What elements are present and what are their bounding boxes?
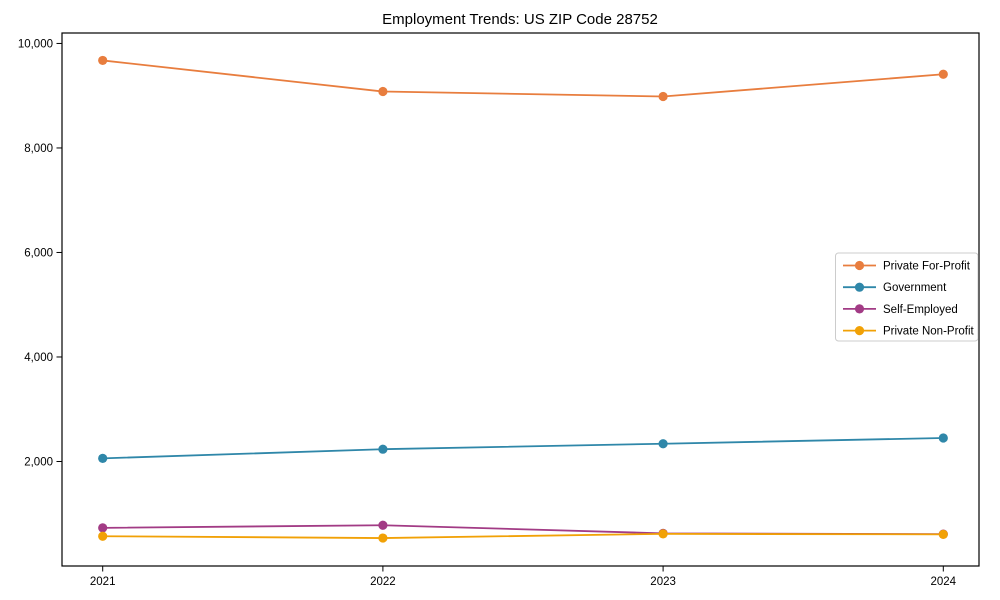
data-point: [658, 529, 668, 539]
series-line: [102, 59, 944, 98]
y-tick-label: 4,000: [24, 352, 53, 364]
legend-marker: [854, 304, 865, 314]
chart-title: Employment Trends: US ZIP Code 28752: [382, 11, 658, 28]
data-point: [658, 439, 668, 449]
legend: Private For-Profit Government Self-Employe…: [835, 252, 979, 342]
y-tick-label: 10,000: [18, 38, 53, 50]
data-point: [938, 69, 948, 79]
data-point: [98, 531, 108, 541]
x-tick-label: 2023: [650, 576, 676, 588]
plot-frame: [61, 32, 980, 567]
series-line: [102, 437, 944, 460]
x-tick-label: 2024: [931, 576, 957, 588]
y-tick-label: 8,000: [24, 143, 53, 155]
data-point: [378, 520, 388, 530]
data-point: [938, 433, 948, 443]
legend-marker: [854, 326, 865, 336]
data-point: [938, 529, 948, 539]
x-tick-label: 2021: [90, 576, 116, 588]
data-point: [98, 523, 108, 533]
legend-label: Self-Employed: [883, 304, 958, 316]
data-point: [98, 55, 108, 66]
y-axis: 2,000 4,000 6,000 8,000 10,000: [18, 38, 62, 468]
data-point: [378, 444, 388, 454]
y-tick-label: 6,000: [24, 247, 53, 259]
legend-marker: [854, 260, 865, 271]
x-axis: 2021 2022 2023 2024: [90, 566, 957, 588]
data-point: [658, 91, 668, 102]
series-layer: [98, 55, 948, 543]
y-tick-label: 2,000: [24, 456, 53, 468]
legend-label: Private Non-Profit: [883, 326, 975, 338]
legend-label: Private For-Profit: [883, 261, 971, 273]
series-line: [102, 532, 944, 539]
series-line: [102, 524, 944, 536]
legend-marker: [854, 282, 865, 292]
data-point: [378, 86, 388, 97]
x-tick-label: 2022: [370, 576, 396, 588]
legend-box: [835, 252, 979, 342]
data-point: [98, 453, 108, 463]
data-point: [378, 533, 388, 543]
legend-label: Government: [883, 282, 947, 294]
